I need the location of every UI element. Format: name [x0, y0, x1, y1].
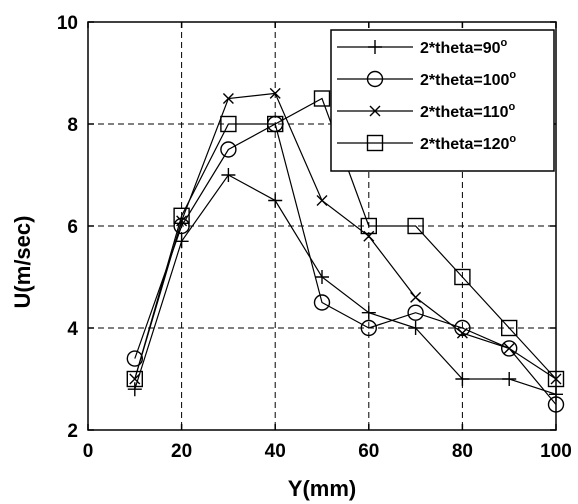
data-point	[454, 268, 471, 286]
data-point	[173, 207, 190, 225]
data-point	[268, 193, 283, 208]
data-point	[176, 215, 188, 227]
legend-item: 2*theta=100o	[337, 69, 516, 89]
data-point	[407, 304, 424, 321]
series-line	[134, 174, 557, 395]
legend-item: 2*theta=120o	[337, 133, 516, 153]
legend-label: 2*theta=120o	[420, 133, 516, 153]
data-point	[455, 372, 470, 386]
data-point	[501, 319, 518, 337]
legend-item: 2*theta=90o	[337, 37, 508, 57]
data-point	[407, 217, 424, 235]
y-axis-label: U(m/sec)	[10, 216, 35, 309]
legend-marker	[366, 70, 384, 88]
legend-marker	[366, 134, 384, 152]
x-tick-label: 20	[171, 441, 192, 462]
data-point	[361, 305, 376, 320]
series-x	[129, 87, 562, 385]
y-tick-label: 4	[67, 319, 78, 340]
data-point	[408, 321, 423, 335]
legend-label: 2*theta=90o	[420, 37, 508, 57]
data-point	[127, 382, 142, 397]
y-tick-label: 2	[67, 421, 78, 442]
legend-marker	[369, 105, 381, 117]
legend-label: 2*theta=110o	[420, 101, 516, 121]
data-point	[315, 270, 329, 284]
data-point	[360, 319, 377, 337]
series-group	[126, 87, 565, 413]
data-point	[173, 217, 190, 235]
x-tick-label: 100	[540, 441, 572, 462]
data-point	[502, 372, 517, 386]
data-point	[313, 90, 331, 107]
series-plus	[127, 168, 563, 402]
data-point	[221, 168, 236, 182]
x-tick-label: 40	[265, 441, 286, 462]
data-point	[269, 87, 281, 99]
data-point	[174, 234, 189, 249]
data-point	[220, 141, 237, 158]
x-tick-label: 80	[452, 441, 473, 462]
data-point	[220, 115, 237, 133]
legend-marker	[368, 40, 382, 54]
y-tick-label: 6	[67, 217, 78, 238]
x-tick-label: 0	[83, 441, 94, 462]
series-line	[134, 92, 557, 380]
y-tick-label: 8	[67, 115, 78, 136]
legend: 2*theta=90o 2*theta=100o 2*theta=110o 2*the…	[330, 29, 555, 172]
data-point	[501, 340, 518, 357]
legend-label: 2*theta=100o	[420, 69, 516, 89]
data-point	[126, 350, 144, 367]
data-point	[316, 195, 328, 206]
data-point	[313, 294, 331, 311]
data-point	[222, 93, 234, 104]
x-tick-label: 60	[358, 441, 379, 462]
data-point	[410, 291, 422, 303]
legend-item: 2*theta=110o	[337, 101, 516, 121]
data-point	[126, 370, 144, 388]
series-line	[134, 123, 557, 405]
data-point	[456, 327, 468, 339]
y-tick-label: 10	[57, 13, 78, 34]
series-circle	[126, 115, 565, 413]
axis-ticks: 0 20 40 60 80 100 2 4 6 8 10	[57, 13, 572, 462]
data-point	[503, 342, 515, 354]
data-point	[360, 217, 377, 235]
data-point	[267, 115, 284, 133]
x-axis-label: Y(mm)	[288, 476, 356, 501]
